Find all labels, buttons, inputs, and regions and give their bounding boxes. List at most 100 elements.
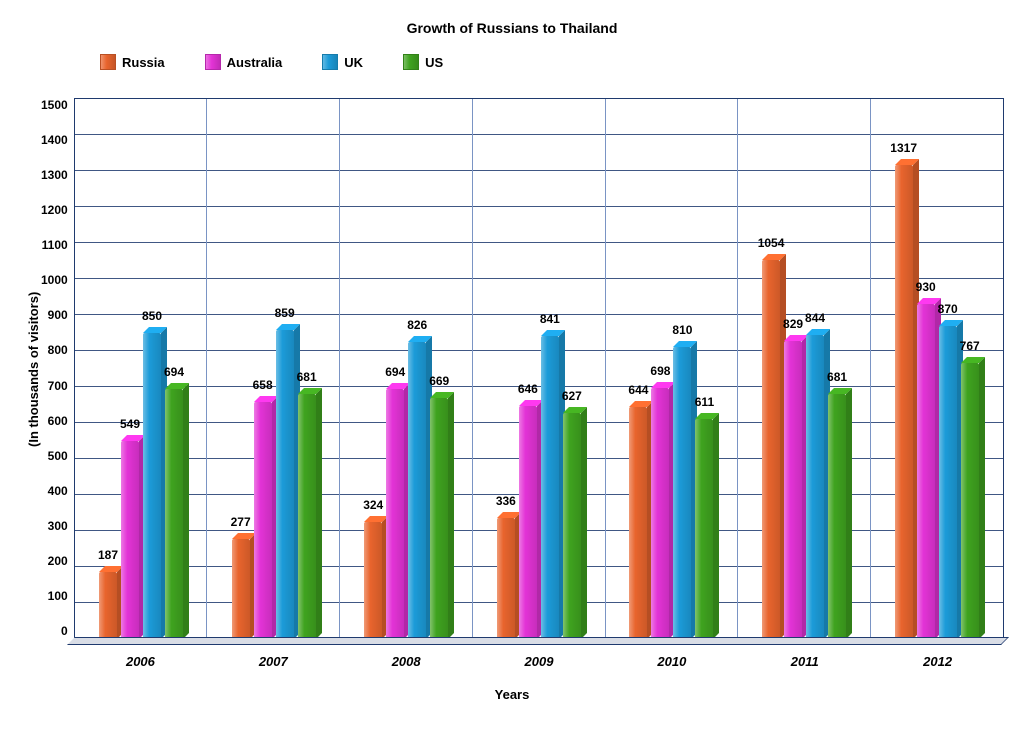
bar-wrap: 669: [430, 99, 448, 639]
bar: 767: [961, 363, 979, 639]
x-axis-title: Years: [20, 687, 1004, 702]
y-tick: 1300: [41, 168, 68, 182]
axis-floor: [67, 637, 1009, 645]
bar: 694: [165, 389, 183, 639]
legend-swatch: [403, 54, 419, 70]
bar-gloss: [939, 326, 957, 639]
legend-item: UK: [322, 54, 363, 70]
bar-value-label: 658: [253, 378, 273, 392]
bar-gloss: [563, 413, 581, 639]
bar-value-label: 870: [938, 302, 958, 316]
chart-container: Growth of Russians to Thailand Russia Aus…: [20, 20, 1004, 702]
y-tick: 100: [48, 589, 68, 603]
bar-gloss: [254, 402, 272, 639]
bar-group: 644698810 611: [605, 99, 738, 639]
bar-value-label: 694: [164, 365, 184, 379]
bar-value-label: 826: [407, 318, 427, 332]
bar-wrap: 336: [497, 99, 515, 639]
bar-value-label: 841: [540, 312, 560, 326]
bar-value-label: 336: [496, 494, 516, 508]
legend-label: UK: [344, 55, 363, 70]
bar-gloss: [895, 165, 913, 639]
bar-value-label: 646: [518, 382, 538, 396]
bar: 698: [651, 388, 669, 639]
bar-wrap: 324: [364, 99, 382, 639]
bar: 859: [276, 330, 294, 639]
y-tick: 900: [48, 308, 68, 322]
bar: 930: [917, 304, 935, 639]
y-tick: 600: [48, 414, 68, 428]
bar-gloss: [519, 406, 537, 639]
bar: 644: [629, 407, 647, 639]
chart-title: Growth of Russians to Thailand: [20, 20, 1004, 36]
y-tick: 1500: [41, 98, 68, 112]
y-tick: 1100: [42, 238, 68, 252]
bar-value-label: 627: [562, 389, 582, 403]
bar-value-label: 844: [805, 311, 825, 325]
bar-value-label: 611: [695, 395, 714, 409]
x-axis: 2006200720082009201020112012: [20, 654, 1004, 669]
bar-group: 336646841627: [473, 99, 606, 639]
bar: 277: [232, 539, 250, 639]
legend-label: Russia: [122, 55, 165, 70]
bar: 669: [430, 398, 448, 639]
bar-gloss: [541, 336, 559, 639]
bar-gloss: [121, 441, 139, 639]
legend: Russia Australia UK US: [100, 54, 1004, 70]
bar-wrap: 826: [408, 99, 426, 639]
y-tick: 700: [48, 379, 68, 393]
y-tick: 0: [61, 624, 68, 638]
legend-item: US: [403, 54, 443, 70]
bar-value-label: 767: [960, 339, 980, 353]
bar-gloss: [497, 518, 515, 639]
bar-gloss: [762, 260, 780, 639]
x-tick-label: 2008: [340, 654, 473, 669]
bar-wrap: 850: [143, 99, 161, 639]
x-tick-label: 2012: [871, 654, 1004, 669]
y-tick: 300: [48, 519, 68, 533]
bar-gloss: [695, 419, 713, 639]
bar-gloss: [232, 539, 250, 639]
bar-value-label: 694: [385, 365, 405, 379]
bar-value-label: 930: [916, 280, 936, 294]
bar-wrap: 930: [917, 99, 935, 639]
bar-gloss: [806, 335, 824, 639]
bar-wrap: 1054: [762, 99, 780, 639]
bar-group: 277658859681: [207, 99, 340, 639]
bar: 694: [386, 389, 404, 639]
legend-item: Australia: [205, 54, 283, 70]
bar-wrap: 658: [254, 99, 272, 639]
bar-gloss: [651, 388, 669, 639]
xaxis-spacer: [20, 654, 74, 669]
bar: 844: [806, 335, 824, 639]
plot-area: 1875498506942776588596813246948266693366…: [74, 98, 1004, 640]
bar-value-label: 681: [297, 370, 317, 384]
bar-value-label: 850: [142, 309, 162, 323]
bar-wrap: 644: [629, 99, 647, 639]
bar-value-label: 187: [98, 548, 118, 562]
bar-value-label: 549: [120, 417, 140, 431]
bar-gloss: [386, 389, 404, 639]
y-tick: 1000: [41, 273, 68, 287]
bar-wrap: 611: [695, 99, 713, 639]
bar: 829: [784, 341, 802, 639]
bar-wrap: 627: [563, 99, 581, 639]
bar: 336: [497, 518, 515, 639]
bar: 549: [121, 441, 139, 639]
bar-gloss: [784, 341, 802, 639]
legend-swatch: [205, 54, 221, 70]
bar: 658: [254, 402, 272, 639]
bar-group: 187549850694: [75, 99, 208, 639]
bar: 850: [143, 333, 161, 639]
bar: 646: [519, 406, 537, 639]
bar-gloss: [917, 304, 935, 639]
bar-value-label: 277: [231, 515, 251, 529]
bar-wrap: 694: [165, 99, 183, 639]
x-tick-label: 2010: [605, 654, 738, 669]
y-tick: 1400: [41, 133, 68, 147]
bar-gloss: [143, 333, 161, 639]
plot-row: (In thousands of visitors) 1500140013001…: [20, 98, 1004, 640]
legend-swatch: [322, 54, 338, 70]
bar-wrap: 841: [541, 99, 559, 639]
bar-wrap: 810: [673, 99, 691, 639]
